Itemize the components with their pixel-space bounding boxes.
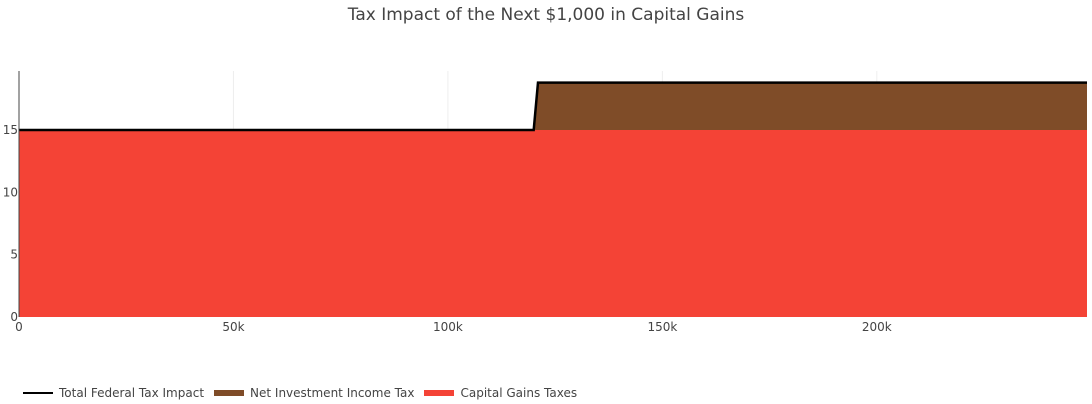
legend-label: Total Federal Tax Impact	[59, 386, 205, 400]
svg-text:15: 15	[3, 123, 18, 137]
svg-text:10: 10	[3, 185, 18, 199]
brown-swatch-icon	[214, 390, 245, 396]
legend-item-capital-gains[interactable]: Capital Gains Taxes	[424, 386, 577, 400]
legend-label: Net Investment Income Tax	[250, 386, 415, 400]
chart-legend: Total Federal Tax Impact Net Investment …	[23, 386, 587, 400]
y-axis-ticks: 0 5 10 15	[3, 123, 18, 324]
svg-text:150k: 150k	[647, 320, 677, 334]
legend-item-niit[interactable]: Net Investment Income Tax	[214, 386, 414, 400]
svg-text:0: 0	[15, 320, 23, 334]
legend-item-total-federal-tax[interactable]: Total Federal Tax Impact	[23, 386, 204, 400]
svg-text:50k: 50k	[222, 320, 244, 334]
chart-title: Tax Impact of the Next $1,000 in Capital…	[347, 5, 745, 25]
svg-text:0: 0	[10, 310, 18, 324]
x-axis-ticks: 0 50k 100k 150k 200k	[15, 320, 892, 334]
svg-text:5: 5	[10, 248, 18, 262]
data-areas	[19, 81, 1087, 317]
svg-text:100k: 100k	[433, 320, 463, 334]
legend-label: Capital Gains Taxes	[460, 386, 578, 400]
line-swatch-icon	[23, 392, 53, 394]
red-swatch-icon	[424, 390, 455, 396]
svg-text:200k: 200k	[862, 320, 892, 334]
